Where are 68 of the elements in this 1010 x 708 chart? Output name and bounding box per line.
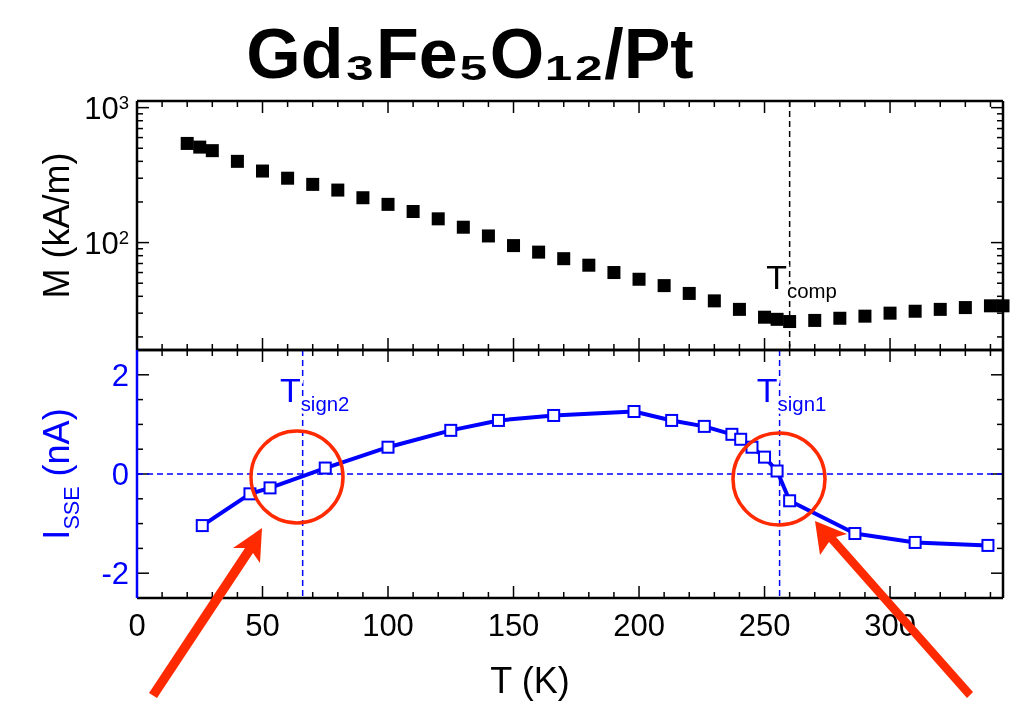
point xyxy=(281,171,295,185)
point xyxy=(205,144,219,158)
point xyxy=(734,432,748,446)
y-tick-label: 2 xyxy=(111,357,129,393)
y-tick-label: -2 xyxy=(101,556,129,592)
point xyxy=(908,304,922,318)
point xyxy=(848,527,862,541)
point xyxy=(758,450,772,464)
point xyxy=(697,419,711,433)
point xyxy=(180,136,194,150)
x-axis-title: T (K) xyxy=(490,660,570,701)
point xyxy=(682,286,696,300)
point xyxy=(770,464,784,478)
point xyxy=(263,481,277,495)
point xyxy=(958,301,972,315)
point xyxy=(356,191,370,205)
x-tick-label: 100 xyxy=(362,608,414,643)
point xyxy=(833,311,847,325)
point xyxy=(908,535,922,549)
point xyxy=(883,306,897,320)
ref-line-label: T$_{sign2}$ xyxy=(279,371,350,415)
point xyxy=(758,310,772,324)
y-axis-title: M (kA/m) xyxy=(36,152,77,299)
point xyxy=(230,154,244,168)
point xyxy=(783,315,797,329)
y-tick-label: 10$^{2}$ xyxy=(84,225,129,261)
point xyxy=(456,220,470,234)
x-tick-label: 150 xyxy=(487,608,540,643)
point xyxy=(732,302,746,316)
point xyxy=(507,239,521,253)
x-tick-label: 200 xyxy=(613,608,665,643)
point xyxy=(632,272,646,286)
point xyxy=(933,302,947,316)
point xyxy=(707,294,721,308)
point xyxy=(665,413,679,427)
point xyxy=(981,538,995,552)
point xyxy=(657,279,671,293)
y-tick-label: 0 xyxy=(111,457,129,492)
point xyxy=(547,408,561,422)
point xyxy=(381,197,395,211)
point xyxy=(808,313,822,327)
ref-line-label: T$_{comp}$ xyxy=(766,258,837,302)
point xyxy=(381,440,395,454)
point xyxy=(582,258,596,272)
point xyxy=(770,312,784,326)
point xyxy=(858,309,872,323)
point xyxy=(193,140,207,154)
point xyxy=(195,519,209,533)
point xyxy=(331,183,345,197)
point xyxy=(481,229,495,243)
point xyxy=(491,413,505,427)
x-tick-label: 250 xyxy=(738,608,791,643)
point xyxy=(256,164,270,178)
point xyxy=(607,266,621,280)
point xyxy=(444,423,458,437)
point xyxy=(406,205,420,218)
point xyxy=(318,461,332,475)
point xyxy=(532,245,546,259)
point xyxy=(983,299,997,313)
point xyxy=(627,405,641,418)
point xyxy=(306,177,320,191)
x-tick-label: 50 xyxy=(245,608,280,643)
point xyxy=(557,252,571,266)
point xyxy=(783,494,797,508)
ref-line-label: T$_{sign1}$ xyxy=(756,371,827,415)
y-tick-label: 10$^{3}$ xyxy=(84,90,129,126)
chart-title: Gd₃Fe₅O₁₂/Pt xyxy=(246,15,694,93)
point xyxy=(431,212,445,226)
